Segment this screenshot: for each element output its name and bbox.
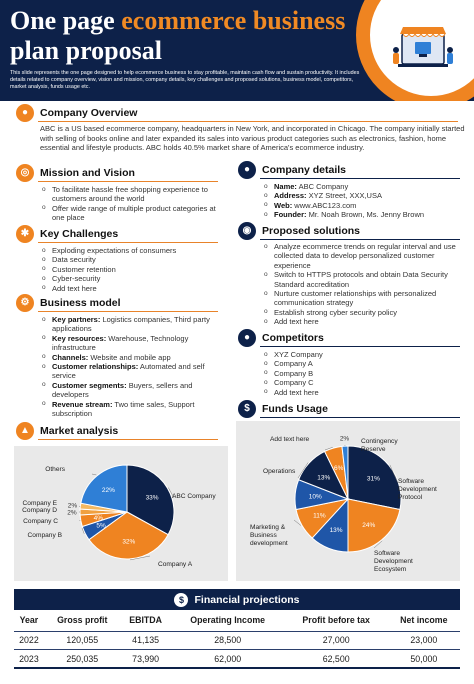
divider <box>260 417 460 418</box>
online-store-illustration-icon <box>393 27 453 67</box>
list-item: Revenue stream: Two time sales, Support … <box>40 399 225 419</box>
list-item: Offer wide range of multiple product cat… <box>40 203 220 223</box>
list-item: Company B <box>262 368 462 378</box>
column-header: Operating Income <box>170 610 285 632</box>
list-item: Web: www.ABC123.com <box>262 200 462 210</box>
divider <box>38 181 218 182</box>
table-row: 2023 250,035 73,990 62,000 62,500 50,000 <box>14 649 460 669</box>
market-analysis-title: Market analysis <box>40 425 119 437</box>
company-overview-icon: ● <box>16 104 34 122</box>
list-item: Customer relationships: Automated and se… <box>40 362 225 381</box>
divider <box>38 439 218 440</box>
page-title: One page ecommerce business plan proposa… <box>10 6 370 66</box>
table-cell: 73,990 <box>120 649 171 669</box>
table-cell: 120,055 <box>43 631 121 650</box>
list-item: Establish strong cyber security policy <box>262 307 462 317</box>
people-icon: ● <box>238 329 256 347</box>
financial-projections-table: Year Gross profit EBITDA Operating Incom… <box>14 610 460 669</box>
list-item: Add text here <box>262 317 462 327</box>
key-challenges-list: Exploding expectations of consumers Data… <box>40 245 220 293</box>
table-cell: 2023 <box>14 649 44 669</box>
business-model-title: Business model <box>40 297 121 309</box>
list-item: Customer segments: Buyers, sellers and d… <box>40 380 225 400</box>
key-challenges-title: Key Challenges <box>40 228 119 240</box>
financial-projections-header: $ Financial projections <box>14 589 460 610</box>
list-item: Founder: Mr. Noah Brown, Ms. Jenny Brown <box>262 210 462 220</box>
gear-network-icon: ⚙ <box>16 294 34 312</box>
competitors-title: Competitors <box>262 332 324 344</box>
money-bag-icon: $ <box>174 592 189 607</box>
proposed-solutions-title: Proposed solutions <box>262 225 361 237</box>
list-item: XYZ Company <box>262 349 462 359</box>
list-item: Switch to HTTPS protocols and obtain Dat… <box>262 270 462 289</box>
list-item: Analyze ecommerce trends on regular inte… <box>262 241 462 270</box>
page-description: This slide represents the one page desig… <box>10 70 360 91</box>
list-item: Data security <box>40 255 220 265</box>
list-item: Add text here <box>262 387 462 397</box>
table-cell: 28,500 <box>170 631 285 650</box>
list-item: Address: XYZ Street, XXX,USA <box>262 191 462 201</box>
list-item: Key partners: Logistics companies, Third… <box>40 315 225 334</box>
target-icon: ◎ <box>16 164 34 182</box>
money-hand-icon: $ <box>238 400 256 418</box>
company-overview-text: ABC is a US based ecommerce company, hea… <box>40 124 465 153</box>
table-cell: 50,000 <box>387 649 460 669</box>
location-pin-icon: ● <box>238 161 256 179</box>
funds-usage-title: Funds Usage <box>262 403 328 415</box>
divider <box>260 346 460 347</box>
divider <box>260 239 460 240</box>
header-banner: One page ecommerce business plan proposa… <box>0 0 474 101</box>
list-item: Company C <box>262 378 462 388</box>
list-item: Cyber-security <box>40 274 220 284</box>
list-item: Customer retention <box>40 264 220 274</box>
table-cell: 62,500 <box>284 649 388 669</box>
business-model-list: Key partners: Logistics companies, Third… <box>40 315 225 419</box>
list-item: Add text here <box>40 283 220 293</box>
table-row: 2022 120,055 41,135 28,500 27,000 23,000 <box>14 631 460 650</box>
title-part-accent: ecommerce business <box>121 6 346 35</box>
title-part-plain: One page <box>10 6 122 35</box>
proposed-solutions-list: Analyze ecommerce trends on regular inte… <box>262 241 462 327</box>
market-chart-panel <box>14 446 228 581</box>
bar-chart-icon: ▲ <box>16 422 34 440</box>
financial-projections-title: Financial projections <box>194 593 300 606</box>
column-header: Net income <box>387 610 460 632</box>
company-details-title: Company details <box>262 164 347 176</box>
puzzle-icon: ✱ <box>16 225 34 243</box>
list-item: Name: ABC Company <box>262 181 462 191</box>
column-header: Gross profit <box>43 610 121 632</box>
column-header: EBITDA <box>120 610 171 632</box>
list-item: Nurture customer relationships with pers… <box>262 289 462 308</box>
competitors-list: XYZ Company Company A Company B Company … <box>262 349 462 397</box>
table-cell: 27,000 <box>284 631 388 650</box>
table-cell: 41,135 <box>120 631 171 650</box>
divider <box>38 121 458 122</box>
table-cell: 2022 <box>14 631 44 650</box>
table-cell: 62,000 <box>170 649 285 669</box>
list-item: Channels: Website and mobile app <box>40 352 225 362</box>
table-header-row: Year Gross profit EBITDA Operating Incom… <box>14 610 460 632</box>
divider <box>260 178 460 179</box>
column-header: Year <box>14 610 44 632</box>
company-overview-title: Company Overview <box>40 107 138 119</box>
table-cell: 23,000 <box>387 631 460 650</box>
mission-list: To facilitate hassle free shopping exper… <box>40 185 220 223</box>
mission-title: Mission and Vision <box>40 167 135 179</box>
funds-chart-panel <box>236 421 460 581</box>
list-item: To facilitate hassle free shopping exper… <box>40 185 220 204</box>
divider <box>38 242 218 243</box>
table-cell: 250,035 <box>43 649 121 669</box>
divider <box>38 311 218 312</box>
title-part-line2: plan proposal <box>10 36 162 65</box>
list-item: Company A <box>262 359 462 369</box>
company-details-list: Name: ABC Company Address: XYZ Street, X… <box>262 181 462 220</box>
column-header: Profit before tax <box>284 610 388 632</box>
list-item: Exploding expectations of consumers <box>40 245 220 255</box>
list-item: Key resources: Warehouse, Technology inf… <box>40 333 225 353</box>
lightbulb-icon: ◉ <box>238 222 256 240</box>
